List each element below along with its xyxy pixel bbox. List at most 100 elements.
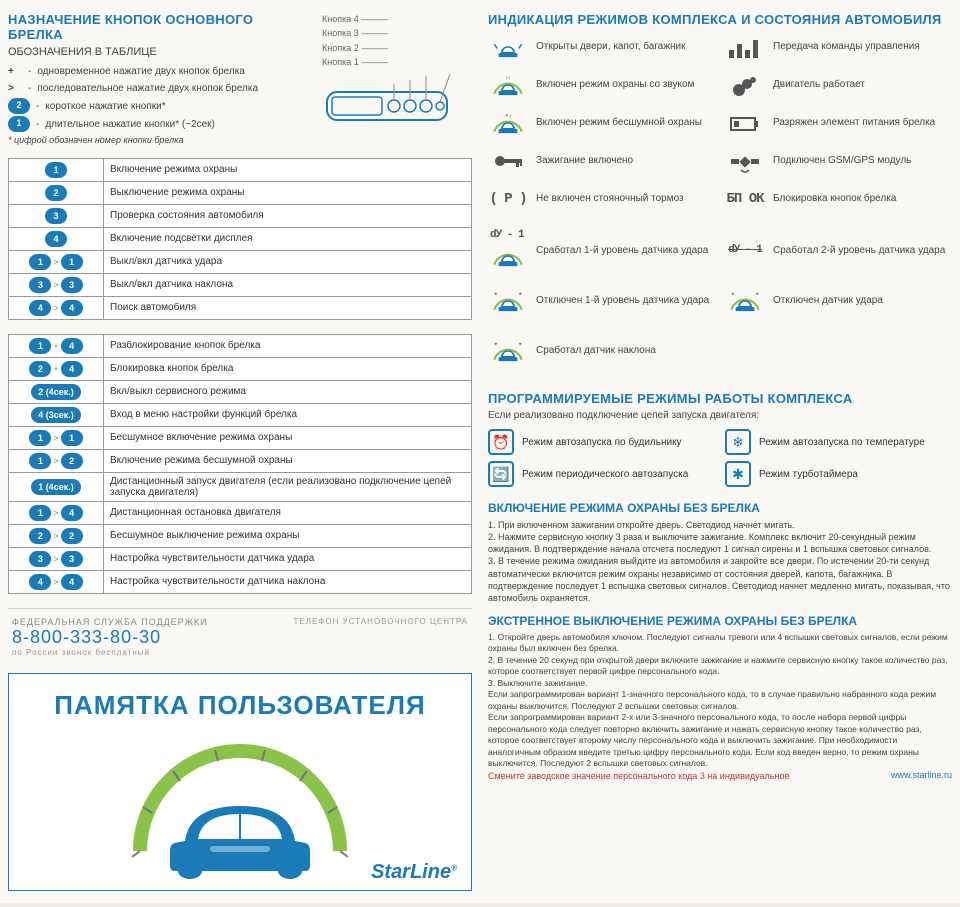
separator: > <box>53 257 58 267</box>
bars-icon <box>727 34 763 60</box>
legend-text: длительное нажатие кнопки* (~2сек) <box>45 117 215 132</box>
fob-icon <box>322 74 462 124</box>
support-note: по России звонок бесплатный <box>12 648 208 657</box>
button-combo: 3 <box>9 204 104 227</box>
button-pill: 1 <box>45 162 67 178</box>
brand-logo: StarLine® <box>371 861 457 884</box>
separator: > <box>53 456 58 466</box>
legend-text: короткое нажатие кнопки* <box>45 99 165 114</box>
button-combo: 1>1 <box>9 426 104 449</box>
legend-note: * цифрой обозначен номер кнопки брелка <box>8 134 312 148</box>
function-table-2: 1+4Разблокирование кнопок брелка2+4Блоки… <box>8 334 472 594</box>
url: www.starline.ru <box>891 770 952 780</box>
legend-pill: 1 <box>8 116 30 132</box>
button-pill: 3 <box>61 277 83 293</box>
status-item: Двигатель работает <box>725 69 952 101</box>
button-combo: 1+4 <box>9 334 104 357</box>
button-combo: 4>4 <box>9 570 104 593</box>
legend-row: 1 - длительное нажатие кнопки* (~2сек) <box>8 116 312 132</box>
button-pill: 1 <box>29 430 51 446</box>
status-item: ♪♪ Включен режим охраны со звуком <box>488 69 715 101</box>
install-phone-label: ТЕЛЕФОН УСТАНОВОЧНОГО ЦЕНТРА <box>294 617 469 657</box>
button-combo: 1 (4сек.) <box>9 472 104 501</box>
function-desc: Вкл/выкл сервисного режима <box>104 380 472 403</box>
legend-sym: > <box>8 81 22 96</box>
separator: > <box>53 433 58 443</box>
car-icon <box>727 288 763 314</box>
button-combo: 1>1 <box>9 250 104 273</box>
function-desc: Вход в меню настройки функций брелка <box>104 403 472 426</box>
table-row: 4>4Настройка чувствительности датчика на… <box>9 570 472 593</box>
status-item: Подключен GSM/GPS модуль <box>725 145 952 177</box>
table-row: 3>3Настройка чувствительности датчика уд… <box>9 547 472 570</box>
indication-title: ИНДИКАЦИЯ РЕЖИМОВ КОМПЛЕКСА И СОСТОЯНИЯ … <box>488 12 952 27</box>
car-icon <box>490 338 526 364</box>
status-item: Зажигание включено <box>488 145 715 177</box>
sensor-text: Отключен датчик удара <box>773 295 883 307</box>
button-pill: 2 <box>61 453 83 469</box>
function-desc: Выключение режима охраны <box>104 181 472 204</box>
table-row: 1>1Бесшумное включение режима охраны <box>9 426 472 449</box>
status-item: ( P )Не включен стояночный тормоз <box>488 183 715 215</box>
status-item: Разряжен элемент питания брелка <box>725 107 952 139</box>
status-item: Передача команды управления <box>725 31 952 63</box>
button-pill: 2 <box>61 528 83 544</box>
button-combo: 4>4 <box>9 296 104 319</box>
table-row: 1 Включение режима охраны <box>9 158 472 181</box>
instruction-arm: ВКЛЮЧЕНИЕ РЕЖИМА ОХРАНЫ БЕЗ БРЕЛКА 1. Пр… <box>488 501 952 604</box>
assign-subtitle: ОБОЗНАЧЕНИЯ В ТАБЛИЦЕ <box>8 46 312 58</box>
sensor-item: Сработал датчик наклона <box>488 329 715 373</box>
button-pill: 2 (4сек.) <box>31 384 81 400</box>
function-desc: Дистанционная остановка двигателя <box>104 501 472 524</box>
button-combo: 4 <box>9 227 104 250</box>
separator: > <box>53 303 58 313</box>
button-combo: 3>3 <box>9 547 104 570</box>
digital-label: БП ОК <box>726 191 763 208</box>
sensor-item: Отключен датчик удара <box>725 279 952 323</box>
function-desc: Включение режима бесшумной охраны <box>104 449 472 472</box>
function-desc: Блокировка кнопок брелка <box>104 357 472 380</box>
status-item: Открыты двери, капот, багажник <box>488 31 715 63</box>
svg-text:✕♪: ✕♪ <box>505 113 512 119</box>
button-combo: 3>3 <box>9 273 104 296</box>
button-pill: 1 <box>29 254 51 270</box>
button-pill: 3 <box>45 208 67 224</box>
button-pill: 1 <box>29 338 51 354</box>
car-icon: ✕♪ <box>490 110 526 136</box>
separator: > <box>53 577 58 587</box>
function-desc: Настройка чувствительности датчика накло… <box>104 570 472 593</box>
button-combo: 2 <box>9 181 104 204</box>
sensor-label: dУ - 1 <box>728 244 762 257</box>
status-text: Не включен стояночный тормоз <box>536 193 684 205</box>
legend-row: 2 - короткое нажатие кнопки* <box>8 98 312 114</box>
function-desc: Дистанционный запуск двигателя (если реа… <box>104 472 472 501</box>
status-text: Подключен GSM/GPS модуль <box>773 155 911 167</box>
sensor-text: Сработал 2-й уровень датчика удара <box>773 245 945 257</box>
legend-row: > - последовательное нажатие двух кнопок… <box>8 81 312 96</box>
status-text: Зажигание включено <box>536 155 633 167</box>
table-row: 4 (3сек.)Вход в меню настройки функций б… <box>9 403 472 426</box>
car-icon <box>490 288 526 314</box>
memo-card: ПАМЯТКА ПОЛЬЗОВАТЕЛЯ <box>8 673 472 891</box>
fob-label: Кнопка 3 ——— <box>322 26 472 40</box>
table-row: 2Выключение режима охраны <box>9 181 472 204</box>
sensor-label: dУ - 1 <box>490 229 526 242</box>
page: НАЗНАЧЕНИЕ КНОПОК ОСНОВНОГО БРЕЛКА ОБОЗН… <box>0 0 960 903</box>
prog-item: ⏰Режим автозапуска по будильнику <box>488 429 715 455</box>
separator: > <box>53 508 58 518</box>
button-combo: 2 (4сек.) <box>9 380 104 403</box>
status-text: Разряжен элемент питания брелка <box>773 117 935 129</box>
status-item: БП ОКБлокировка кнопок брелка <box>725 183 952 215</box>
status-text: Открыты двери, капот, багажник <box>536 41 686 53</box>
button-pill: 1 <box>61 254 83 270</box>
button-pill: 4 <box>61 361 83 377</box>
key-icon <box>490 148 526 174</box>
function-desc: Включение режима охраны <box>104 158 472 181</box>
table-row: 4Включение подсветки дисплея <box>9 227 472 250</box>
sensor-text: Сработал 1-й уровень датчика удара <box>536 245 708 257</box>
button-combo: 1>2 <box>9 449 104 472</box>
smoke-icon <box>727 72 763 98</box>
function-desc: Поиск автомобиля <box>104 296 472 319</box>
button-pill: 4 <box>61 574 83 590</box>
sensor-item: Отключен 1-й уровень датчика удара <box>488 279 715 323</box>
